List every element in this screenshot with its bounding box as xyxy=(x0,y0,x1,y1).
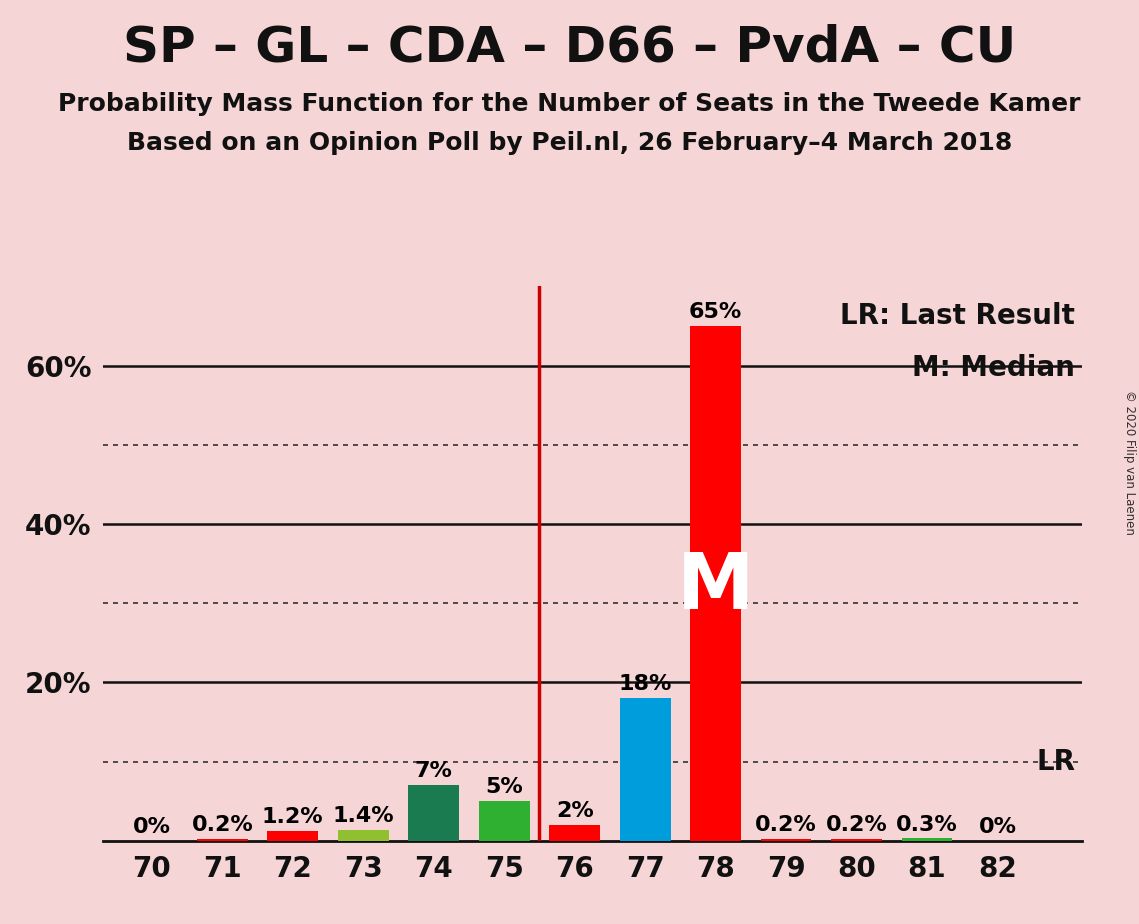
Text: LR: LR xyxy=(1036,748,1075,775)
Bar xyxy=(831,839,882,841)
Text: 0.3%: 0.3% xyxy=(896,814,958,834)
Text: 0.2%: 0.2% xyxy=(755,815,817,835)
Text: 0%: 0% xyxy=(133,817,171,837)
Text: 2%: 2% xyxy=(556,801,593,821)
Text: 65%: 65% xyxy=(689,302,743,322)
Text: Based on an Opinion Poll by Peil.nl, 26 February–4 March 2018: Based on an Opinion Poll by Peil.nl, 26 … xyxy=(126,131,1013,155)
Bar xyxy=(409,785,459,841)
Text: 18%: 18% xyxy=(618,675,672,694)
Bar xyxy=(478,801,530,841)
Bar xyxy=(549,825,600,841)
Text: Probability Mass Function for the Number of Seats in the Tweede Kamer: Probability Mass Function for the Number… xyxy=(58,92,1081,116)
Text: M: Median: M: Median xyxy=(912,354,1075,382)
Bar xyxy=(197,839,247,841)
Bar xyxy=(761,839,811,841)
Text: 0.2%: 0.2% xyxy=(191,815,253,835)
Text: 0%: 0% xyxy=(978,817,1016,837)
Text: LR: Last Result: LR: Last Result xyxy=(841,302,1075,330)
Bar xyxy=(620,699,671,841)
Text: 1.2%: 1.2% xyxy=(262,808,323,827)
Bar xyxy=(690,326,741,841)
Text: 0.2%: 0.2% xyxy=(826,815,887,835)
Text: 7%: 7% xyxy=(415,761,452,782)
Text: SP – GL – CDA – D66 – PvdA – CU: SP – GL – CDA – D66 – PvdA – CU xyxy=(123,23,1016,71)
Text: © 2020 Filip van Laenen: © 2020 Filip van Laenen xyxy=(1123,390,1137,534)
Text: 1.4%: 1.4% xyxy=(333,806,394,826)
Text: M: M xyxy=(677,550,754,626)
Bar xyxy=(268,832,318,841)
Text: 5%: 5% xyxy=(485,777,523,797)
Bar xyxy=(338,830,388,841)
Bar xyxy=(902,838,952,841)
